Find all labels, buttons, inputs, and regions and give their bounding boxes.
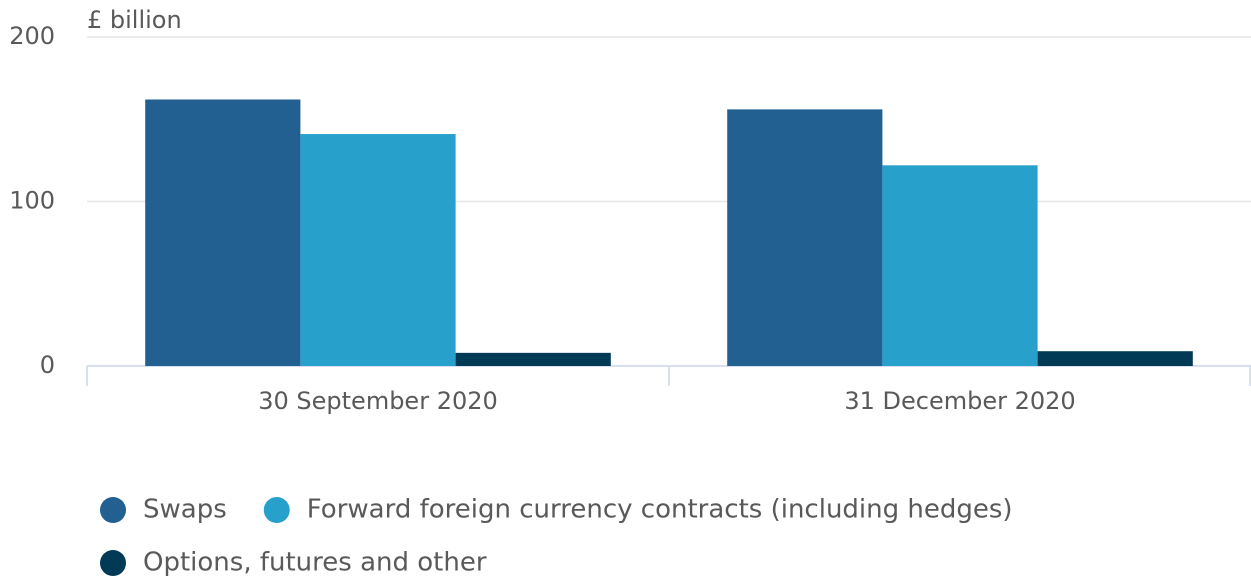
bar (300, 134, 456, 366)
x-tick-label: 31 December 2020 (844, 387, 1075, 415)
y-axis-label: £ billion (87, 6, 182, 34)
legend-marker (100, 550, 126, 576)
legend-label: Swaps (143, 495, 227, 525)
y-tick-label: 100 (9, 187, 55, 215)
y-tick-label: 200 (9, 22, 55, 50)
legend-marker (263, 497, 290, 523)
x-tick-label: 30 September 2020 (258, 387, 498, 415)
legend-marker (100, 497, 126, 523)
bar (882, 165, 1038, 366)
bar (1037, 351, 1193, 366)
bar (727, 109, 883, 366)
legend-label: Forward foreign currency contracts (incl… (307, 495, 1013, 525)
legend-label: Options, futures and other (143, 548, 487, 578)
bar (455, 352, 611, 366)
bar (145, 99, 301, 366)
y-tick-label: 0 (40, 351, 55, 379)
